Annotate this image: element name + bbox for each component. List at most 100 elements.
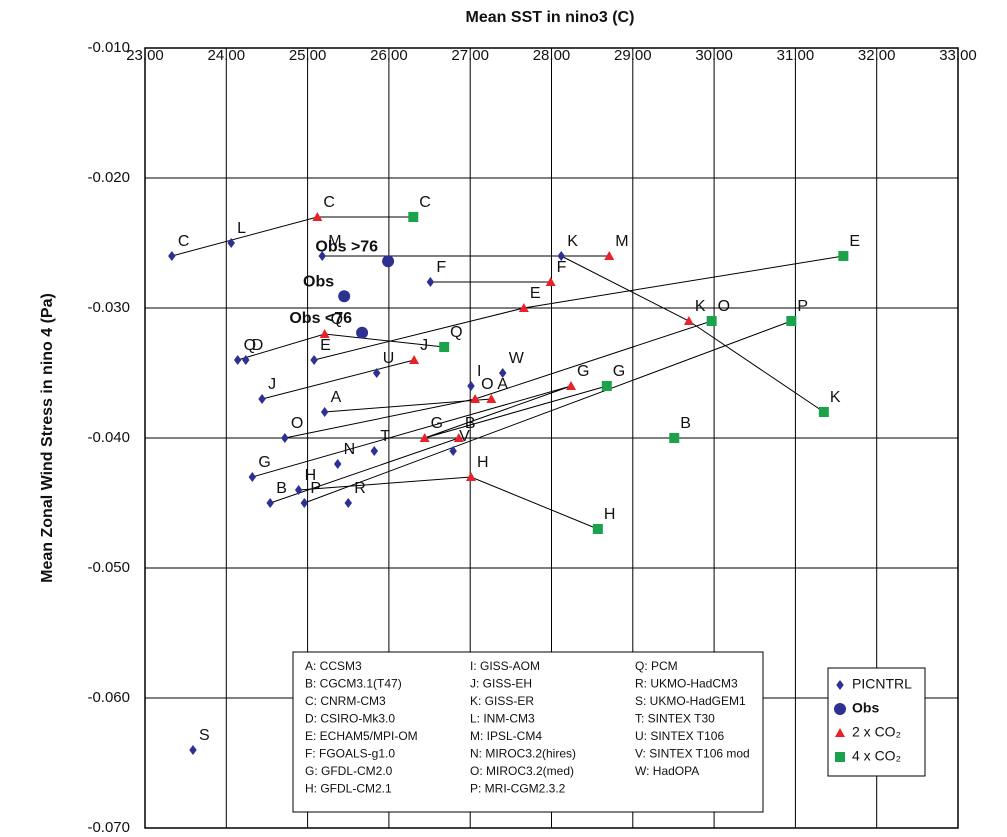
point <box>601 381 612 391</box>
key-entry: K: GISS-ER <box>470 694 534 708</box>
point-label: K <box>567 233 578 250</box>
chart-title: Mean SST in nino3 (C) <box>466 9 635 26</box>
point <box>356 326 369 339</box>
point <box>557 251 566 261</box>
point <box>242 355 250 365</box>
legend: PICNTRL Obs 2 x CO₂ 4 x CO₂ <box>834 676 912 764</box>
y-tick-label: -0.050 <box>87 559 130 576</box>
legend-label: Obs <box>852 700 879 716</box>
point-label: L <box>237 220 246 237</box>
legend-label: 2 x CO₂ <box>852 724 901 740</box>
connector <box>252 385 607 478</box>
point-label: V <box>459 428 470 445</box>
key-box <box>292 651 764 813</box>
key: A: CCSM3 B: CGCM3.1(T47) C: CNRM-CM3 D: CSI… <box>305 659 750 796</box>
key-entry: J: GISS-EH <box>470 677 532 691</box>
key-entry: S: UKMO-HadGEM1 <box>635 694 746 708</box>
x-tick-label: 28.00 <box>533 47 571 64</box>
point <box>319 329 330 338</box>
point <box>168 251 176 261</box>
point <box>320 407 329 417</box>
point <box>470 394 481 403</box>
point <box>566 381 577 390</box>
key-entry: R: UKMO-HadCM3 <box>635 677 738 691</box>
legend-marker <box>834 703 846 715</box>
key-entry: F: FGOALS-g1.0 <box>305 747 395 761</box>
point <box>266 498 274 508</box>
point-label: B <box>465 415 476 432</box>
key-entry: L: INM-CM3 <box>470 712 535 726</box>
point-label: G <box>613 363 625 380</box>
point <box>683 316 694 325</box>
point-label: Q <box>331 311 343 328</box>
point-label: B <box>276 480 287 497</box>
point <box>310 355 318 365</box>
point <box>333 459 342 469</box>
point-label: O <box>481 376 493 393</box>
point-label: H <box>604 506 616 523</box>
plot-frame <box>144 47 959 829</box>
x-tick-label: 31.00 <box>777 47 815 64</box>
point <box>258 394 266 404</box>
point-label: F <box>436 259 446 276</box>
point <box>370 446 379 456</box>
point <box>449 446 457 456</box>
point-label: K <box>695 298 706 315</box>
point-label: Q <box>450 324 462 341</box>
point <box>419 433 430 442</box>
point-label: A <box>497 376 508 393</box>
point-label: O <box>718 298 730 315</box>
point <box>498 368 507 378</box>
key-entry: P: MRI-CGM2.3.2 <box>470 782 566 796</box>
point-label: P <box>310 480 321 497</box>
point <box>408 212 419 222</box>
point-label: Obs <box>303 274 334 291</box>
x-tick-label: 27.00 <box>451 47 489 64</box>
key-entry: M: IPSL-CM4 <box>470 729 542 743</box>
legend-label: PICNTRL <box>852 676 912 692</box>
point-label: H <box>305 467 317 484</box>
point-label: Q <box>244 337 256 354</box>
point-label: D <box>252 337 264 354</box>
point-label: N <box>344 441 356 458</box>
legend-marker <box>835 728 845 737</box>
x-tick-label: 30.00 <box>695 47 733 64</box>
point <box>189 745 197 755</box>
key-entry: Q: PCM <box>635 659 678 673</box>
point <box>318 251 326 261</box>
point <box>312 212 323 221</box>
connector <box>561 255 825 413</box>
point <box>294 485 303 495</box>
key-entry: U: SINTEX T106 <box>635 729 724 743</box>
y-tick-label: -0.040 <box>87 429 130 446</box>
point <box>281 433 289 443</box>
point <box>467 381 475 391</box>
point-label: C <box>419 194 431 211</box>
point-label: E <box>530 285 541 302</box>
point <box>706 316 717 326</box>
connector <box>298 476 599 530</box>
y-tick-label: -0.060 <box>87 689 130 706</box>
point-label: M <box>615 233 628 250</box>
point <box>344 498 352 508</box>
key-entry: O: MIROC3.2(med) <box>470 764 574 778</box>
point <box>518 303 529 312</box>
y-tick-label: -0.070 <box>87 819 130 836</box>
point-label: G <box>577 363 589 380</box>
point-label: E <box>320 337 331 354</box>
y-tick-label: -0.020 <box>87 169 130 186</box>
point-label: G <box>431 415 443 432</box>
point-label: U <box>383 350 395 367</box>
point <box>604 251 615 260</box>
connector <box>261 359 415 400</box>
point <box>426 277 435 287</box>
legend-label: 4 x CO₂ <box>852 748 901 764</box>
point-label: H <box>477 454 489 471</box>
key-entry: G: GFDL-CM2.0 <box>305 764 393 778</box>
key-entry: W: HadOPA <box>635 764 699 778</box>
point <box>372 368 381 378</box>
key-entry: B: CGCM3.1(T47) <box>305 677 402 691</box>
key-entry: I: GISS-AOM <box>470 659 540 673</box>
key-entry: E: ECHAM5/MPI-OM <box>305 729 418 743</box>
